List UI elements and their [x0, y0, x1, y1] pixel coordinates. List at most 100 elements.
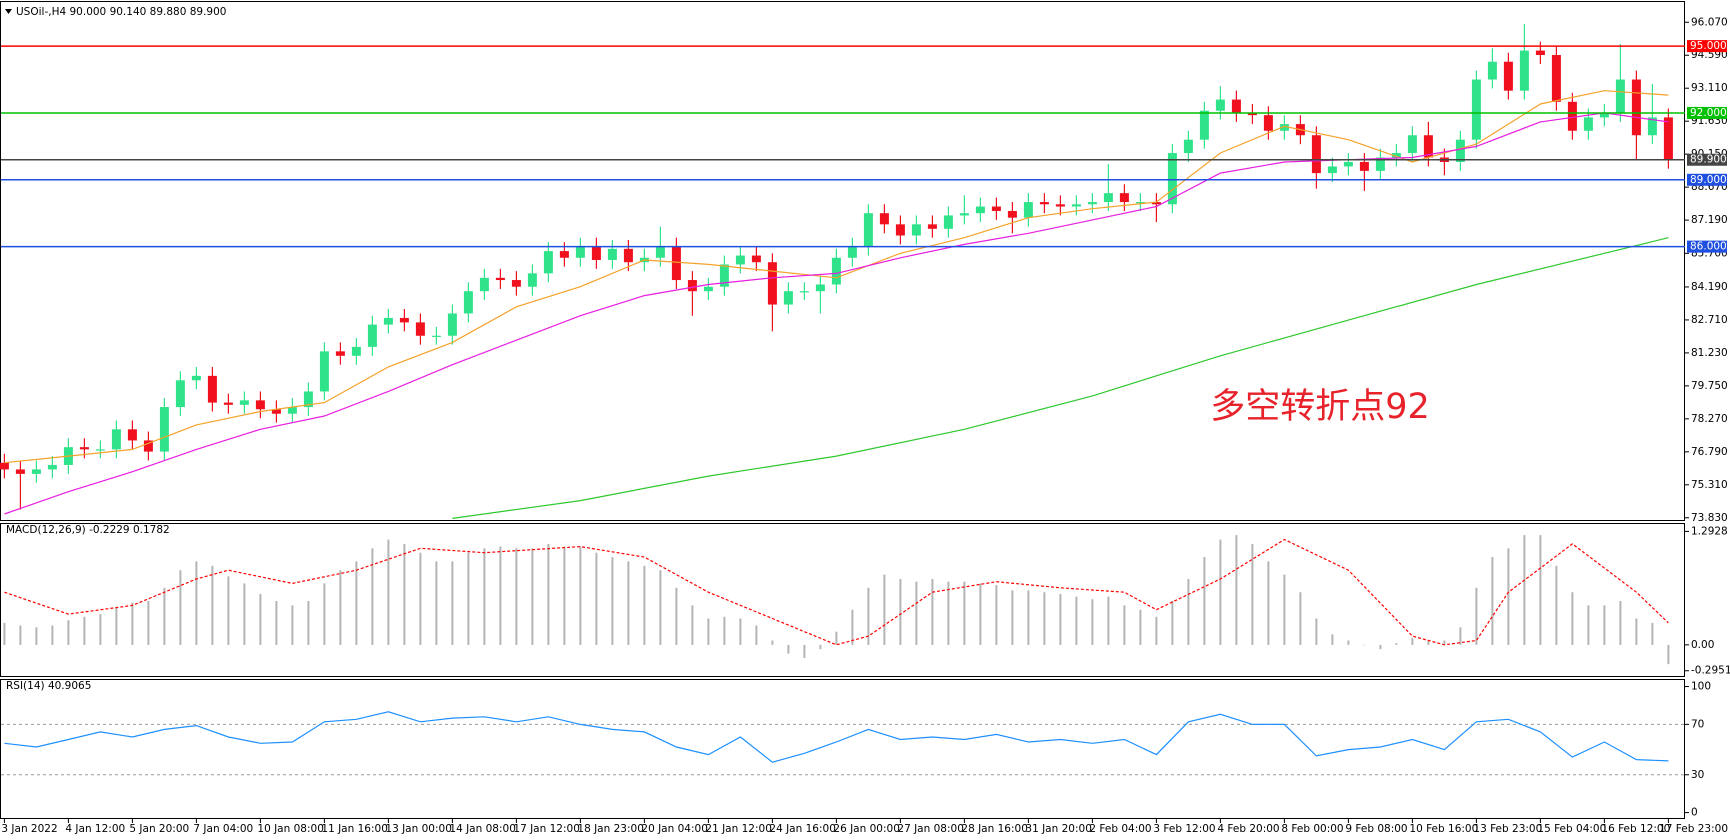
histogram-bar — [451, 561, 454, 645]
candle-body — [719, 264, 729, 287]
candle-body — [1071, 204, 1081, 207]
histogram-bar — [1027, 590, 1030, 645]
x-tick-label: 2 Feb 04:00 — [1089, 823, 1151, 835]
x-tick-label: 16 Feb 12:00 — [1601, 823, 1670, 835]
histogram-bar — [419, 552, 422, 645]
candle-body — [335, 351, 345, 356]
histogram-bar — [467, 552, 470, 645]
y-tick-label: 75.310 — [1691, 479, 1728, 491]
level-tag — [1687, 153, 1727, 166]
histogram-bar — [1427, 640, 1430, 645]
histogram-bar — [131, 602, 134, 645]
level-tag — [1687, 40, 1727, 53]
histogram-bar — [339, 570, 342, 645]
candle-body — [1119, 193, 1129, 203]
x-tick-label: 26 Jan 00:00 — [833, 823, 899, 835]
histogram-bar — [1475, 587, 1478, 645]
histogram-bar — [227, 576, 230, 645]
histogram-bar — [147, 600, 150, 645]
histogram-bar — [1635, 618, 1638, 645]
candle-body — [1487, 61, 1497, 80]
candle-body — [1263, 115, 1273, 131]
histogram-bar — [1171, 600, 1174, 645]
x-tick-label: 10 Jan 08:00 — [257, 823, 323, 835]
x-tick-label: 20 Jan 04:00 — [641, 823, 707, 835]
price-panel — [0, 1, 1685, 521]
level-tag-label: 89.000 — [1690, 174, 1727, 186]
candle-body — [367, 324, 377, 347]
histogram-bar — [627, 561, 630, 645]
candle-body — [575, 246, 585, 258]
y-tick-label: 93.110 — [1691, 82, 1728, 94]
candle-body — [415, 322, 425, 336]
histogram-bar — [1587, 605, 1590, 645]
candle-body — [431, 335, 441, 337]
x-tick-label: 21 Jan 12:00 — [705, 823, 771, 835]
histogram-bar — [435, 561, 438, 645]
candle-body — [207, 375, 217, 403]
candle-body — [927, 224, 937, 229]
histogram-bar — [211, 565, 214, 645]
y-tick-label: 81.230 — [1691, 347, 1728, 359]
histogram-bar — [499, 546, 502, 645]
histogram-bar — [915, 581, 918, 645]
histogram-bar — [355, 561, 358, 645]
y-tick-label: 1.2928 — [1691, 525, 1728, 537]
candle-body — [0, 462, 9, 470]
histogram-bar — [755, 625, 758, 645]
histogram-bar — [323, 583, 326, 645]
histogram-bar — [1539, 535, 1542, 645]
x-tick-label: 5 Jan 20:00 — [129, 823, 189, 835]
candle-body — [175, 380, 185, 408]
histogram-bar — [1155, 616, 1158, 645]
candle-body — [1535, 50, 1545, 56]
candle-body — [879, 213, 889, 225]
histogram-bar — [483, 548, 486, 645]
candle-body — [287, 407, 297, 414]
panel-title: USOil-,H4 90.000 90.140 89.880 89.900 — [16, 6, 226, 18]
candle-body — [1135, 202, 1145, 204]
candle-body — [751, 255, 761, 263]
histogram-bar — [1491, 557, 1494, 645]
candle-body — [1231, 99, 1241, 113]
candle-body — [1359, 161, 1369, 171]
histogram-bar — [1619, 600, 1622, 645]
histogram-bar — [1507, 548, 1510, 645]
histogram-bar — [195, 561, 198, 645]
y-tick-label: 0 — [1691, 807, 1698, 819]
menu-icon[interactable] — [5, 9, 12, 14]
histogram-bar — [51, 625, 54, 645]
candle-body — [95, 449, 105, 451]
histogram-bar — [515, 548, 518, 645]
histogram-bar — [819, 644, 822, 650]
y-tick-label: 87.190 — [1691, 214, 1728, 226]
histogram-bar — [867, 587, 870, 645]
histogram-bar — [1043, 592, 1046, 645]
histogram-bar — [1251, 543, 1254, 645]
histogram-bar — [403, 543, 406, 645]
candle-body — [463, 291, 473, 314]
histogram-bar — [1203, 557, 1206, 645]
y-tick-label: 79.750 — [1691, 380, 1728, 392]
candle-body — [1167, 153, 1177, 205]
histogram-bar — [1555, 565, 1558, 645]
x-tick-label: 13 Feb 23:00 — [1473, 823, 1542, 835]
histogram-bar — [691, 605, 694, 645]
candle-body — [1055, 204, 1065, 207]
candle-body — [303, 391, 313, 408]
candle-body — [1423, 135, 1433, 158]
x-tick-label: 15 Feb 04:00 — [1537, 823, 1606, 835]
histogram-bar — [1283, 574, 1286, 645]
y-tick-label: 30 — [1691, 769, 1704, 781]
histogram-bar — [67, 620, 70, 645]
candle-body — [767, 262, 777, 305]
candle-body — [1663, 117, 1673, 160]
y-tick-label: 100 — [1691, 681, 1711, 693]
candle-body — [271, 409, 281, 414]
x-tick-label: 18 Jan 23:00 — [577, 823, 643, 835]
histogram-bar — [1219, 539, 1222, 645]
x-tick-label: 17 Jan 12:00 — [513, 823, 579, 835]
candle-body — [831, 257, 841, 285]
histogram-bar — [1075, 596, 1078, 645]
candle-body — [991, 206, 1001, 211]
